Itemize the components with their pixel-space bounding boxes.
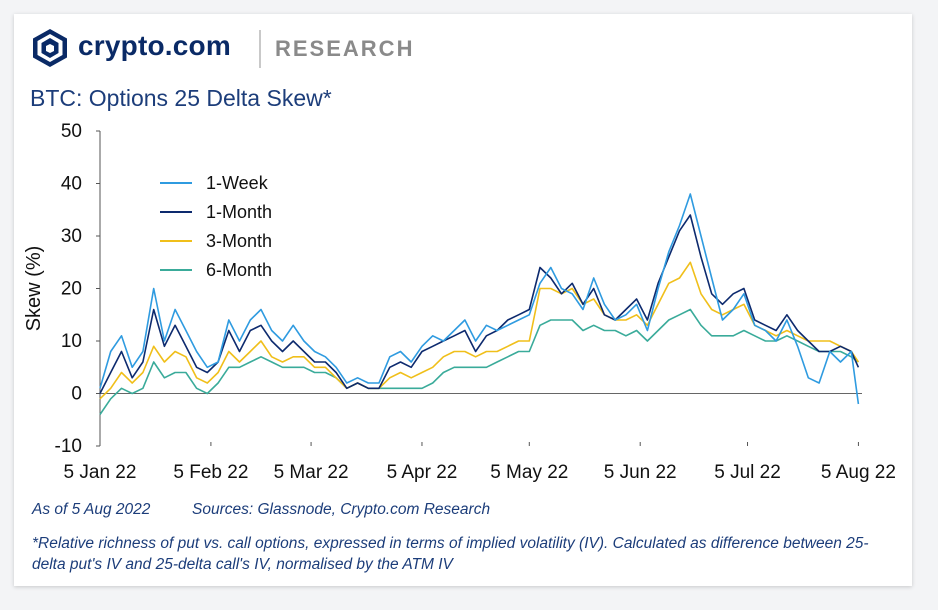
series-line-6-month <box>99 308 859 415</box>
as-of-date: As of 5 Aug 2022 <box>32 501 151 518</box>
x-tick-label: 5 Aug 22 <box>821 462 896 483</box>
skew-line-chart: -10 0 10 20 30 40 50 5 Jan 22 5 Feb 22 5 Mar 22 5 … <box>23 121 896 483</box>
sources-note: Sources: Glassnode, Crypto.com Research <box>192 501 491 518</box>
definition-note: *Relative richness of put vs. call optio… <box>32 535 869 573</box>
y-tick-label: 20 <box>61 279 82 300</box>
x-tick-label: 5 Jul 22 <box>714 462 781 483</box>
chart-title: BTC: Options 25 Delta Skew* <box>30 85 332 111</box>
report-card <box>14 14 912 586</box>
x-tick-label: 5 May 22 <box>490 462 568 483</box>
section-label: RESEARCH <box>275 36 415 61</box>
series-line-1-month <box>99 214 860 394</box>
y-tick-label: 40 <box>61 174 82 195</box>
y-tick-label: -10 <box>55 436 82 457</box>
x-tick-label: 5 Feb 22 <box>173 462 248 483</box>
brand-name: crypto.com <box>78 30 231 61</box>
x-tick-label: 5 Jun 22 <box>604 462 677 483</box>
series-line-3-month <box>99 261 860 400</box>
chart-series <box>99 193 860 415</box>
y-axis-label: Skew (%) <box>23 246 45 332</box>
y-tick-label: 30 <box>61 226 82 247</box>
y-tick-label: 10 <box>61 331 82 352</box>
x-tick-label: 5 Mar 22 <box>274 462 349 483</box>
series-line-1-week <box>99 193 860 405</box>
legend-label-1-week: 1-Week <box>206 173 269 193</box>
x-tick-label: 5 Jan 22 <box>64 462 137 483</box>
legend-label-3-month: 3-Month <box>206 231 272 251</box>
legend-label-1-month: 1-Month <box>206 202 272 222</box>
crypto-com-logo-icon <box>33 29 67 67</box>
y-tick-label: 0 <box>71 384 82 405</box>
footnote-row: As of 5 Aug 2022 Sources: Glassnode, Cry… <box>32 500 490 520</box>
chart-axes: -10 0 10 20 30 40 50 5 Jan 22 5 Feb 22 5 Mar 22 5 … <box>23 121 896 483</box>
legend-label-6-month: 6-Month <box>206 260 272 280</box>
y-tick-label: 50 <box>61 121 82 142</box>
x-tick-label: 5 Apr 22 <box>387 462 458 483</box>
header-divider <box>259 30 261 68</box>
chart-legend: 1-Week 1-Month 3-Month 6-Month <box>160 173 272 280</box>
